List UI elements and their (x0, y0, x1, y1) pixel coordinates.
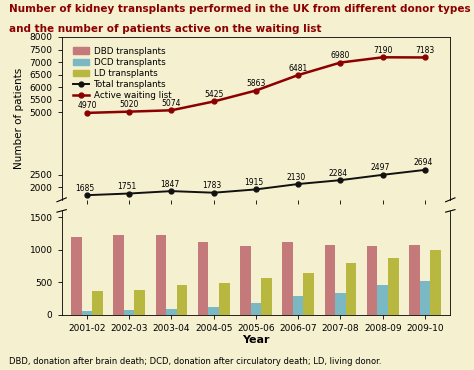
Bar (166, 309, 177, 314)
Bar (303, 273, 314, 314)
Bar (346, 263, 356, 314)
Bar (209, 307, 219, 314)
Text: 7183: 7183 (415, 46, 435, 55)
Bar (71, 237, 82, 314)
Text: 2284: 2284 (329, 169, 348, 178)
Text: 5425: 5425 (204, 90, 223, 99)
Text: 2694: 2694 (413, 158, 433, 167)
Text: 1915: 1915 (244, 178, 264, 187)
Text: 6481: 6481 (289, 64, 308, 73)
Text: 5020: 5020 (119, 100, 139, 109)
Bar (177, 285, 187, 314)
Bar (409, 245, 419, 314)
Text: 1783: 1783 (202, 181, 221, 190)
Text: and the number of patients active on the waiting list: and the number of patients active on the… (9, 24, 322, 34)
Bar (325, 245, 335, 314)
Legend: DBD transplants, DCD transplants, LD transplants, Total transplants, Active wait: DBD transplants, DCD transplants, LD tra… (70, 43, 174, 104)
Text: 7190: 7190 (373, 46, 392, 55)
Text: 5863: 5863 (246, 79, 265, 88)
Text: Number of kidney transplants performed in the UK from different donor types: Number of kidney transplants performed i… (9, 4, 471, 14)
Bar (219, 283, 229, 314)
Bar (92, 290, 103, 314)
Bar (251, 303, 261, 314)
Bar (367, 246, 377, 314)
Bar (335, 293, 346, 314)
Bar (198, 242, 209, 314)
Text: 1751: 1751 (118, 182, 137, 191)
Bar (388, 258, 399, 314)
Text: 1685: 1685 (75, 184, 94, 193)
Bar (82, 311, 92, 314)
Text: 5074: 5074 (162, 99, 181, 108)
Y-axis label: Number of patients: Number of patients (14, 68, 24, 169)
Bar (430, 250, 441, 314)
Bar (124, 310, 135, 314)
Text: 6980: 6980 (331, 51, 350, 60)
Text: 2130: 2130 (286, 172, 306, 182)
Bar (283, 242, 293, 314)
Bar (419, 281, 430, 314)
Bar (113, 235, 124, 314)
Bar (261, 278, 272, 314)
Bar (155, 235, 166, 314)
Text: 4970: 4970 (77, 101, 97, 110)
Bar (377, 285, 388, 314)
Bar (240, 246, 251, 314)
Bar (135, 290, 145, 314)
X-axis label: Year: Year (242, 335, 270, 345)
Bar (293, 296, 303, 314)
Text: 2497: 2497 (371, 163, 390, 172)
Text: DBD, donation after brain death; DCD, donation after circulatory death; LD, livi: DBD, donation after brain death; DCD, do… (9, 357, 382, 366)
Text: 1847: 1847 (160, 179, 179, 189)
